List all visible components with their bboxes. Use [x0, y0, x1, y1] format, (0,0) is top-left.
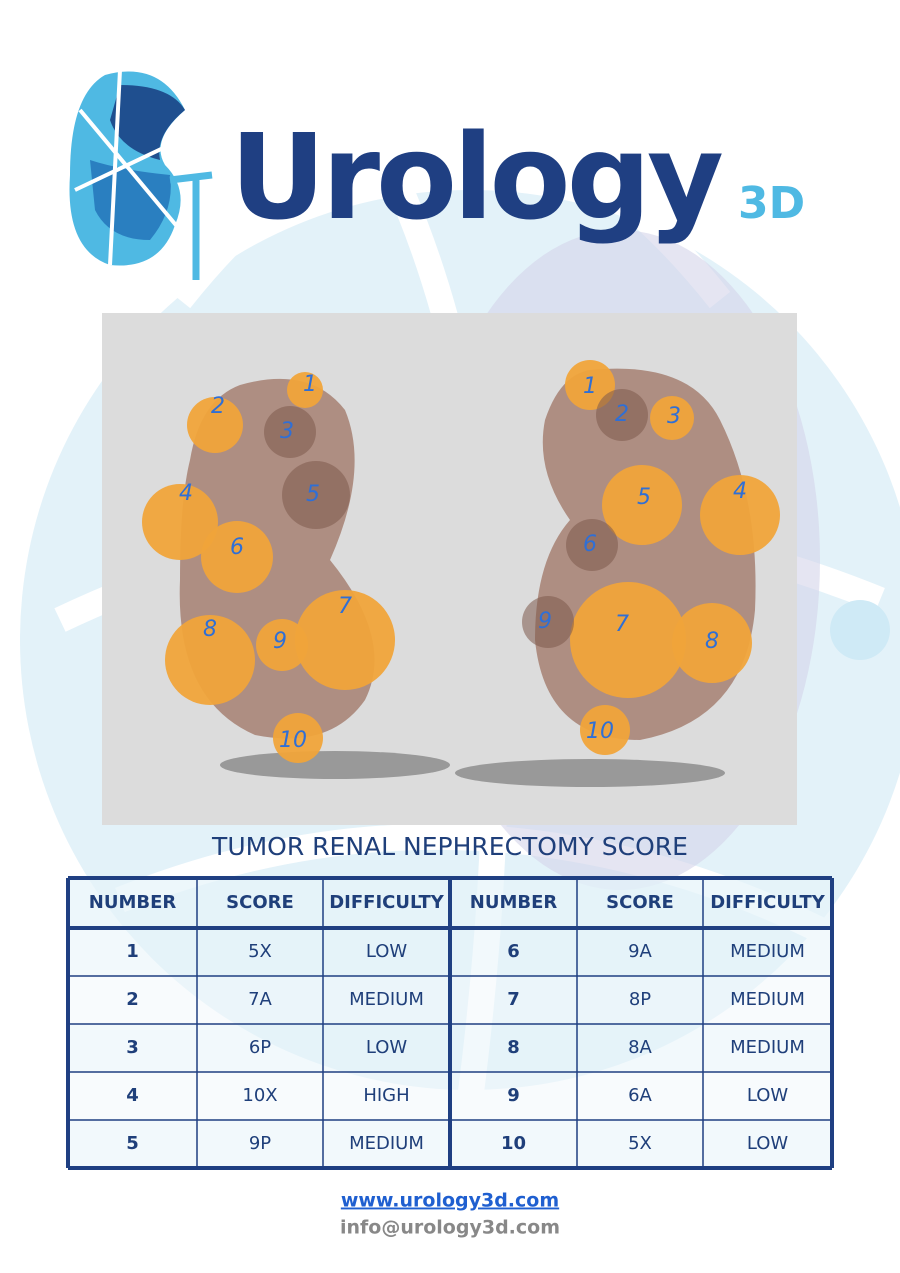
tumor [287, 372, 323, 408]
tumor [700, 475, 780, 555]
table-cell: 9A [628, 941, 652, 962]
table-cell: 10 [501, 1133, 526, 1154]
tumor [522, 596, 574, 648]
tumor-label: 4 [179, 481, 193, 506]
tumor [570, 582, 686, 698]
tumor [187, 397, 243, 453]
tumor-label: 6 [583, 532, 597, 557]
table-cell: 5X [628, 1133, 652, 1154]
table-cell: 5X [248, 941, 272, 962]
tumor [142, 484, 218, 560]
table-cell: MEDIUM [730, 989, 805, 1010]
tumor-label: 10 [279, 728, 307, 753]
tumor-label: 4 [733, 479, 747, 504]
tumor [273, 713, 323, 763]
tumor [201, 521, 273, 593]
table-header: SCORE [226, 892, 294, 913]
tumor [580, 705, 630, 755]
website-link[interactable]: www.urology3d.com [341, 1190, 559, 1212]
table-cell: 3 [126, 1037, 139, 1058]
tumor [282, 461, 350, 529]
table-cell: LOW [366, 1037, 408, 1058]
tumor-label: 7 [615, 612, 629, 637]
tumor-label: 8 [203, 617, 217, 642]
table-cell: 6P [249, 1037, 271, 1058]
tumor [672, 603, 752, 683]
tumor [566, 519, 618, 571]
tumor-label: 5 [306, 482, 320, 507]
logo-name: Urology [230, 108, 722, 246]
tumor-label: 9 [273, 629, 287, 654]
table-cell: 8P [629, 989, 651, 1010]
tumor-label: 10 [586, 719, 614, 744]
tumor [596, 389, 648, 441]
tumor [256, 619, 308, 671]
table-cell: 9P [249, 1133, 271, 1154]
tumor-label: 3 [667, 404, 681, 429]
email: info@urology3d.com [340, 1217, 560, 1239]
table-cell: MEDIUM [730, 1037, 805, 1058]
table-cell: 8A [628, 1037, 652, 1058]
table-header: DIFFICULTY [710, 892, 826, 913]
tumor [602, 465, 682, 545]
table-header: DIFFICULTY [329, 892, 445, 913]
table-cell: MEDIUM [349, 989, 424, 1010]
table-cell: 4 [126, 1085, 139, 1106]
table-header: NUMBER [470, 892, 558, 913]
tumor-label: 6 [230, 535, 244, 560]
table-cell: LOW [747, 1133, 789, 1154]
logo-suffix: 3D [738, 178, 805, 229]
table-header: SCORE [606, 892, 674, 913]
tumor-label: 1 [583, 374, 597, 399]
logo-icon [69, 69, 213, 280]
tumor-label: 9 [538, 609, 552, 634]
tumor [165, 615, 255, 705]
table-cell: 2 [126, 989, 139, 1010]
tumor-label: 7 [338, 594, 352, 619]
table-cell: 9 [507, 1085, 520, 1106]
table-cell: 1 [126, 941, 139, 962]
table-cell: 7 [507, 989, 520, 1010]
tumor [264, 406, 316, 458]
tumor-label: 2 [615, 402, 629, 427]
table-cell: LOW [747, 1085, 789, 1106]
table-cell: MEDIUM [349, 1133, 424, 1154]
tumor [295, 590, 395, 690]
table-cell: LOW [366, 941, 408, 962]
tumor-label: 5 [637, 485, 651, 510]
table-cell: 6A [628, 1085, 652, 1106]
table-header: NUMBER [89, 892, 177, 913]
score-table: NUMBER SCORE DIFFICULTY NUMBER SCORE DIFFICUL… [66, 876, 834, 1170]
tumor [650, 396, 694, 440]
table-cell: 6 [507, 941, 520, 962]
tumor-label: 1 [303, 372, 317, 397]
tumor-label: 2 [211, 394, 225, 419]
table-cell: 5 [126, 1133, 139, 1154]
tumor-label: 3 [280, 419, 294, 444]
tumor [565, 360, 615, 410]
table-cell: HIGH [363, 1085, 409, 1106]
table-cell: MEDIUM [730, 941, 805, 962]
table-cell: 10X [242, 1085, 277, 1106]
table-title: TUMOR RENAL NEPHRECTOMY SCORE [211, 832, 688, 861]
tumor-label: 8 [705, 629, 719, 654]
table-cell: 8 [507, 1037, 520, 1058]
table-cell: 7A [248, 989, 272, 1010]
